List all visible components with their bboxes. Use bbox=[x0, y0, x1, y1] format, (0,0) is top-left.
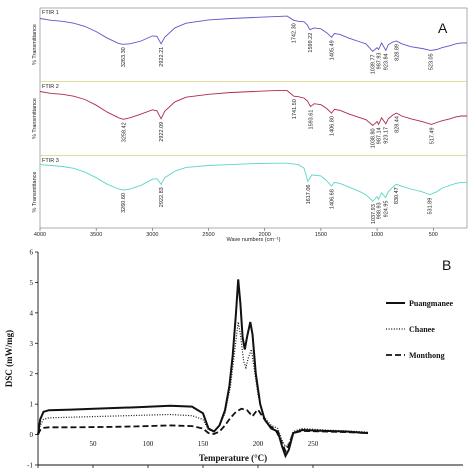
ftir-peak-label-1-828-89: 828.89 bbox=[394, 44, 400, 61]
ftir-panel: FTIR 1 % Transmittance 3263.30 2922.21 1742.… bbox=[32, 7, 468, 243]
dsc-ytick-label-0: 0 bbox=[30, 431, 34, 439]
ftir-series-line-3 bbox=[39, 162, 467, 202]
ftir-peak-label-2-1038-80: 1038.80 bbox=[371, 128, 377, 148]
ftir-ylabel-3: % Transmittance bbox=[32, 172, 38, 213]
dsc-ylabel: DSC (mW/mg) bbox=[4, 330, 14, 387]
panel-label-a: A bbox=[438, 20, 448, 36]
dsc-xtick-label-50: 50 bbox=[90, 440, 98, 448]
ftir-peak-label-2-517-49: 517.49 bbox=[429, 127, 435, 144]
ftir-peak-label-3-3260-60: 3260.60 bbox=[121, 193, 127, 213]
ftir-peak-label-3-1037-93: 1037.93 bbox=[371, 204, 377, 224]
dsc-series-line-chanee bbox=[37, 321, 369, 448]
ftir-peak-label-3-924-95: 924.95 bbox=[384, 201, 390, 218]
dsc-series-line-puangmanee bbox=[37, 279, 369, 459]
ftir-peak-label-2-1593-61: 1593.61 bbox=[308, 110, 314, 130]
dsc-legend-label-monthong: Monthong bbox=[409, 351, 445, 360]
ftir-series-line-2 bbox=[39, 90, 467, 126]
ftir-xtick-label-1500: 1500 bbox=[315, 232, 327, 238]
ftir-series-name-2: FTIR 2 bbox=[42, 84, 59, 90]
ftir-peak-label-2-1406-80: 1406.80 bbox=[329, 116, 335, 136]
ftir-peak-label-3-2922-83: 2922.83 bbox=[159, 187, 165, 207]
ftir-xtick-label-500: 500 bbox=[429, 232, 438, 238]
ftir-peak-label-2-2922-09: 2922.09 bbox=[159, 122, 165, 142]
ftir-peak-label-1-1405-49: 1405.49 bbox=[330, 40, 336, 60]
dsc-ytick-label-1: -1 bbox=[27, 462, 33, 470]
ftir-xlabel: Wave numbers (cm⁻¹) bbox=[226, 237, 280, 243]
ftir-peak-label-2-828-44: 828.44 bbox=[394, 116, 400, 133]
dsc-ytick-label-4: 4 bbox=[30, 309, 34, 317]
panel-label-b: B bbox=[442, 257, 451, 273]
dsc-panel: -1 0 1 2 3 4 5 6 50 100 150 200 250 DSC (mW/mg) Temper… bbox=[4, 249, 463, 470]
ftir-peak-label-3-1617-06: 1617.06 bbox=[306, 185, 312, 205]
ftir-peak-label-1-1599-22: 1599.22 bbox=[308, 33, 314, 53]
ftir-peak-label-3-988-93: 988.93 bbox=[376, 202, 382, 219]
ftir-ylabel-1: % Transmittance bbox=[32, 24, 38, 65]
ftir-frame bbox=[39, 7, 468, 229]
ftir-series-name-3: FTIR 3 bbox=[42, 158, 59, 164]
ftir-peak-label-2-3258-42: 3258.42 bbox=[121, 122, 127, 142]
ftir-peak-label-1-987-93: 987.93 bbox=[377, 53, 383, 70]
ftir-peak-label-3-531-89: 531.89 bbox=[428, 198, 434, 215]
ftir-peak-label-1-1039-77: 1039.77 bbox=[371, 54, 377, 74]
dsc-ytick-label-3: 3 bbox=[30, 340, 34, 348]
ftir-peak-label-2-987-14: 987.14 bbox=[377, 127, 383, 144]
ftir-peak-label-2-1741-50: 1741.50 bbox=[292, 99, 298, 119]
ftir-xtick-label-2500: 2500 bbox=[202, 232, 214, 238]
ftir-xtick-label-2000: 2000 bbox=[259, 232, 271, 238]
dsc-legend-label-puangmanee: Puangmanee bbox=[409, 299, 453, 308]
dsc-xtick-label-200: 200 bbox=[253, 440, 264, 448]
dsc-ytick-label-2: 2 bbox=[30, 370, 34, 378]
dsc-ytick-label-6: 6 bbox=[30, 249, 34, 257]
ftir-ylabel-2: % Transmittance bbox=[32, 98, 38, 139]
ftir-xtick-label-3500: 3500 bbox=[90, 232, 102, 238]
dsc-xlabel: Temperature (°C) bbox=[199, 453, 267, 463]
dsc-xtick-label-150: 150 bbox=[198, 440, 209, 448]
ftir-xtick-label-3000: 3000 bbox=[146, 232, 158, 238]
dsc-xtick-label-100: 100 bbox=[143, 440, 154, 448]
dsc-xtick-label-250: 250 bbox=[308, 440, 319, 448]
ftir-series-name-1: FTIR 1 bbox=[42, 10, 59, 16]
dsc-ytick-label-1: 1 bbox=[30, 401, 34, 409]
ftir-series-line-1 bbox=[39, 15, 467, 53]
ftir-xtick-label-1000: 1000 bbox=[371, 232, 383, 238]
ftir-peak-label-3-830-47: 830.47 bbox=[394, 187, 400, 204]
dsc-ytick-label-5: 5 bbox=[30, 279, 34, 287]
dsc-series-line-monthong bbox=[37, 407, 369, 454]
ftir-peak-label-1-3263-30: 3263.30 bbox=[121, 47, 127, 67]
ftir-peak-label-1-523-05: 523.05 bbox=[429, 53, 435, 70]
ftir-peak-label-1-923-84: 923.84 bbox=[384, 53, 390, 70]
ftir-peak-label-2-923-17: 923.17 bbox=[384, 127, 390, 144]
ftir-peak-label-3-1406-68: 1406.68 bbox=[329, 189, 335, 209]
ftir-xtick-label-4000: 4000 bbox=[34, 232, 46, 238]
ftir-peak-label-1-1742-30: 1742.30 bbox=[292, 23, 298, 43]
dsc-legend-label-chanee: Chanee bbox=[409, 325, 435, 334]
ftir-peak-label-1-2922-21: 2922.21 bbox=[159, 47, 165, 67]
